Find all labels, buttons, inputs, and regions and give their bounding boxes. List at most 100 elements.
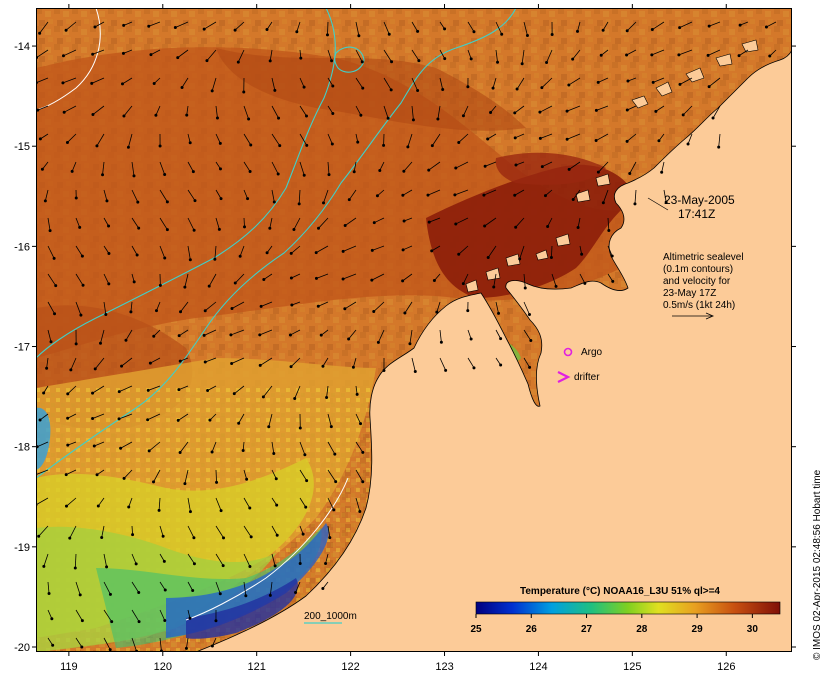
velocity-arrow-head	[707, 54, 709, 56]
velocity-arrow-head	[290, 277, 292, 279]
velocity-arrow-head	[222, 564, 224, 566]
velocity-arrow-head	[266, 28, 268, 30]
velocity-arrow-head	[50, 341, 52, 343]
velocity-arrow-head	[150, 53, 152, 55]
velocity-arrow-head	[402, 194, 404, 196]
velocity-arrow-head	[436, 311, 438, 313]
velocity-arrow-head	[250, 144, 252, 146]
velocity-arrow-head	[739, 24, 741, 26]
velocity-arrow-head	[63, 111, 65, 113]
velocity-arrow-head	[274, 89, 276, 91]
velocity-arrow-head	[514, 112, 516, 114]
velocity-arrow-head	[266, 252, 268, 254]
velocity-arrow-head	[371, 249, 373, 251]
velocity-arrow-head	[177, 57, 179, 59]
velocity-arrow-head	[155, 310, 157, 312]
velocity-arrow-head	[462, 283, 464, 285]
colorbar-title: Temperature (°C) NOAA16_L3U 51% ql>=4	[520, 586, 720, 597]
velocity-arrow-head	[627, 80, 629, 82]
velocity-arrow-head	[260, 305, 262, 307]
velocity-arrow-head	[492, 87, 494, 89]
velocity-arrow-head	[515, 226, 517, 228]
velocity-arrow-head	[259, 364, 261, 366]
velocity-arrow-head	[233, 393, 235, 395]
velocity-arrow-head	[127, 146, 129, 148]
velocity-arrow-head	[269, 60, 271, 62]
svg-text:23-May 17Z: 23-May 17Z	[663, 288, 716, 299]
velocity-arrow-head	[302, 533, 304, 535]
velocity-arrow-head	[330, 426, 332, 428]
lat-tick-label: -16	[14, 241, 30, 253]
velocity-arrow-head	[379, 169, 381, 171]
velocity-arrow-head	[62, 55, 64, 57]
velocity-arrow-head	[431, 145, 433, 147]
velocity-arrow-head	[186, 114, 188, 116]
sst-map[interactable]: Argo drifter 23-May-2005 17:41Z Altimetr…	[36, 8, 792, 652]
velocity-arrow-head	[159, 145, 161, 147]
velocity-arrow-head	[162, 535, 164, 537]
velocity-arrow-head	[218, 228, 220, 230]
svg-text:(0.1m contours): (0.1m contours)	[663, 264, 733, 275]
velocity-arrow-head	[315, 252, 317, 254]
velocity-arrow-head	[164, 589, 166, 591]
velocity-arrow-head	[331, 143, 333, 145]
velocity-arrow-head	[70, 369, 72, 371]
velocity-arrow-head	[65, 29, 67, 31]
velocity-arrow-head	[462, 115, 464, 117]
velocity-arrow-head	[147, 419, 149, 421]
lat-tick-label: -15	[14, 141, 30, 153]
velocity-arrow-head	[404, 312, 406, 314]
velocity-arrow-head	[259, 334, 261, 336]
velocity-arrow-head	[493, 286, 495, 288]
velocity-arrow-head	[91, 392, 93, 394]
velocity-arrow-head	[545, 61, 547, 63]
velocity-arrow-head	[294, 591, 296, 593]
velocity-arrow-head	[322, 365, 324, 367]
velocity-arrow-head	[402, 249, 404, 251]
velocity-arrow-head	[467, 86, 469, 88]
velocity-arrow-head	[359, 422, 361, 424]
velocity-arrow-head	[353, 171, 355, 173]
velocity-arrow-head	[487, 138, 489, 140]
velocity-arrow-head	[106, 200, 108, 202]
velocity-arrow-head	[577, 226, 579, 228]
velocity-arrow-head	[239, 255, 241, 257]
velocity-arrow-head	[108, 283, 110, 285]
velocity-arrow-head	[682, 114, 684, 116]
lon-tick-label: 122	[341, 661, 359, 673]
velocity-arrow-head	[48, 592, 50, 594]
velocity-arrow-head	[539, 111, 541, 113]
velocity-arrow-head	[269, 594, 271, 596]
velocity-arrow-head	[65, 505, 67, 507]
velocity-arrow-head	[179, 451, 181, 453]
velocity-arrow-head	[300, 57, 302, 59]
velocity-arrow-head	[96, 474, 98, 476]
velocity-arrow-head	[362, 87, 364, 89]
velocity-arrow-head	[708, 86, 710, 88]
velocity-arrow-head	[274, 565, 276, 567]
velocity-arrow-head	[303, 86, 305, 88]
lon-tick-label: 121	[248, 661, 266, 673]
velocity-arrow-head	[576, 30, 578, 32]
velocity-arrow-head	[528, 366, 530, 368]
velocity-arrow-head	[679, 27, 681, 29]
velocity-arrow-head	[320, 334, 322, 336]
velocity-arrow-head	[376, 195, 378, 197]
lon-tick-label: 126	[717, 661, 735, 673]
velocity-arrow-head	[602, 202, 604, 204]
velocity-arrow-head	[500, 364, 502, 366]
velocity-arrow-head	[342, 250, 344, 252]
velocity-arrow-head	[440, 341, 442, 343]
velocity-arrow-head	[246, 478, 248, 480]
velocity-arrow-head	[454, 194, 456, 196]
svg-text:Altimetric sealevel: Altimetric sealevel	[663, 252, 744, 263]
velocity-arrow-head	[390, 61, 392, 63]
velocity-arrow-head	[612, 280, 614, 282]
velocity-arrow-head	[219, 593, 221, 595]
velocity-arrow-head	[43, 565, 45, 567]
lat-tick-label: -19	[14, 542, 30, 554]
velocity-arrow-head	[275, 478, 277, 480]
velocity-arrow-head	[123, 24, 125, 26]
velocity-arrow-head	[243, 226, 245, 228]
velocity-arrow-head	[136, 254, 138, 256]
